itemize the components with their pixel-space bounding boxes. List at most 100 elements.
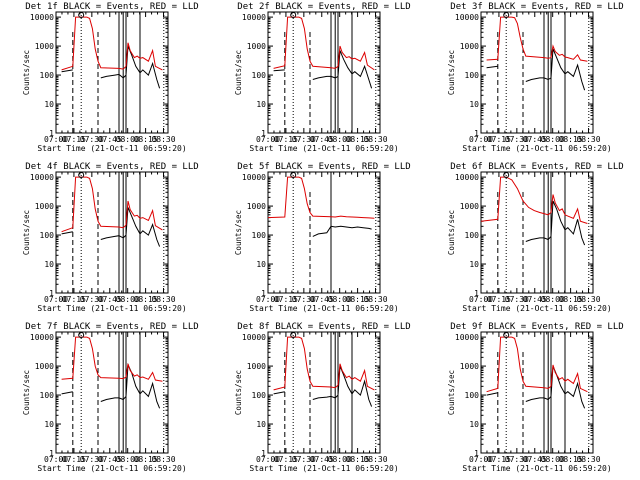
panel-3: Det 3f BLACK = Events, RED = LLD 1 10 100 10… xyxy=(447,2,624,153)
x-tick-label: 08:00 xyxy=(541,135,565,144)
lld-series-line xyxy=(481,176,588,224)
x-tick-label: 07:30 xyxy=(292,295,316,304)
x-tick-label: 07:30 xyxy=(505,295,529,304)
y-tick-label: 100 xyxy=(252,71,267,80)
x-tick-label: 08:00 xyxy=(541,455,565,464)
x-axis-title: Start Time (21-Oct-11 06:59:20) xyxy=(37,464,186,473)
lld-series-line xyxy=(61,176,163,233)
x-tick-label: 08:15 xyxy=(134,455,158,464)
y-axis-title: Counts/sec xyxy=(22,210,31,255)
y-tick-label: 100 xyxy=(465,391,480,400)
y-tick-label: 1000 xyxy=(460,202,479,211)
y-tick-label: 100 xyxy=(40,71,55,80)
plot-frame xyxy=(267,171,381,294)
x-tick-label: 08:15 xyxy=(559,455,583,464)
events-series-line xyxy=(312,225,372,237)
x-tick-label: 07:45 xyxy=(310,295,334,304)
plot-frame xyxy=(55,11,169,134)
events-series-line xyxy=(61,69,73,73)
x-tick-label: 08:30 xyxy=(576,135,600,144)
x-tick-label: 07:00 xyxy=(44,135,68,144)
x-tick-label: 07:00 xyxy=(44,295,68,304)
events-series-line xyxy=(312,50,373,89)
x-tick-label: 07:15 xyxy=(274,295,298,304)
panel-7: Det 7f BLACK = Events, RED = LLD 1 10 100 10… xyxy=(22,322,199,473)
x-tick-label: 08:15 xyxy=(134,135,158,144)
y-tick-label: 1 xyxy=(49,449,54,458)
x-tick-label: 08:00 xyxy=(328,295,352,304)
x-tick-label: 07:00 xyxy=(469,455,493,464)
events-series-line xyxy=(61,391,73,395)
x-axis-title: Start Time (21-Oct-11 06:59:20) xyxy=(249,304,398,313)
y-tick-label: 10 xyxy=(469,420,479,429)
x-tick-label: 07:15 xyxy=(487,455,511,464)
lld-series-line xyxy=(273,16,375,71)
y-tick-label: 10000 xyxy=(242,13,266,22)
top-marker-circle xyxy=(78,332,85,338)
x-tick-label: 08:30 xyxy=(363,135,387,144)
y-tick-label: 10000 xyxy=(455,13,479,22)
y-tick-label: 1000 xyxy=(35,362,54,371)
y-tick-label: 1 xyxy=(49,129,54,138)
lld-series-line xyxy=(61,16,163,71)
events-series-line xyxy=(486,392,498,396)
panel-6: Det 6f BLACK = Events, RED = LLD 1 10 100 10… xyxy=(447,162,624,313)
x-axis-title: Start Time (21-Oct-11 06:59:20) xyxy=(249,464,398,473)
plot-area xyxy=(486,332,590,453)
panel-title: Det 3f BLACK = Events, RED = LLD xyxy=(450,2,623,12)
y-tick-label: 10 xyxy=(44,100,54,109)
y-tick-label: 100 xyxy=(465,71,480,80)
x-tick-label: 07:45 xyxy=(523,295,547,304)
y-tick-label: 10000 xyxy=(455,333,479,342)
plot-area xyxy=(273,332,377,453)
panel-title: Det 9f BLACK = Events, RED = LLD xyxy=(450,322,623,332)
x-tick-label: 08:15 xyxy=(346,455,370,464)
x-tick-label: 08:15 xyxy=(346,135,370,144)
x-tick-label: 07:15 xyxy=(274,455,298,464)
y-tick-label: 100 xyxy=(252,391,267,400)
panel-title: Det 8f BLACK = Events, RED = LLD xyxy=(237,322,410,332)
x-tick-label: 08:30 xyxy=(151,135,175,144)
y-tick-label: 10000 xyxy=(30,333,54,342)
x-tick-label: 07:45 xyxy=(98,455,122,464)
plot-area xyxy=(481,172,590,293)
y-tick-label: 1000 xyxy=(247,362,266,371)
x-tick-label: 08:00 xyxy=(541,295,565,304)
y-axis-title: Counts/sec xyxy=(22,370,31,415)
x-axis-title: Start Time (21-Oct-11 06:59:20) xyxy=(462,304,611,313)
plot-area xyxy=(61,172,165,293)
x-tick-label: 07:30 xyxy=(292,135,316,144)
x-tick-label: 08:30 xyxy=(151,295,175,304)
y-tick-label: 1000 xyxy=(460,362,479,371)
y-tick-label: 10 xyxy=(256,260,266,269)
x-tick-label: 07:30 xyxy=(80,455,104,464)
x-tick-label: 07:45 xyxy=(523,455,547,464)
x-tick-label: 07:45 xyxy=(98,135,122,144)
panel-1: Det 1f BLACK = Events, RED = LLD 1 10 100 10… xyxy=(22,2,199,153)
plot-area xyxy=(61,12,165,133)
plot-frame xyxy=(480,11,594,134)
x-tick-label: 08:30 xyxy=(363,295,387,304)
x-tick-label: 07:45 xyxy=(310,135,334,144)
y-axis-title: Counts/sec xyxy=(234,370,243,415)
x-tick-label: 07:15 xyxy=(487,295,511,304)
y-axis-title: Counts/sec xyxy=(234,50,243,95)
panel-title: Det 5f BLACK = Events, RED = LLD xyxy=(237,162,410,172)
y-tick-label: 10 xyxy=(44,260,54,269)
events-series-line xyxy=(273,391,285,395)
events-series-line xyxy=(525,200,586,246)
x-axis-title: Start Time (21-Oct-11 06:59:20) xyxy=(249,144,398,153)
plot-frame xyxy=(267,331,381,454)
y-tick-label: 1000 xyxy=(247,42,266,51)
lld-series-line xyxy=(61,336,163,382)
y-tick-label: 10 xyxy=(469,260,479,269)
y-tick-label: 1 xyxy=(474,129,479,138)
top-marker-circle xyxy=(290,12,297,18)
x-tick-label: 08:30 xyxy=(151,455,175,464)
x-tick-label: 08:30 xyxy=(576,455,600,464)
x-tick-label: 08:15 xyxy=(559,295,583,304)
lld-series-line xyxy=(268,176,375,219)
events-series-line xyxy=(312,365,373,407)
y-tick-label: 10000 xyxy=(455,173,479,182)
top-marker-circle xyxy=(290,172,297,178)
